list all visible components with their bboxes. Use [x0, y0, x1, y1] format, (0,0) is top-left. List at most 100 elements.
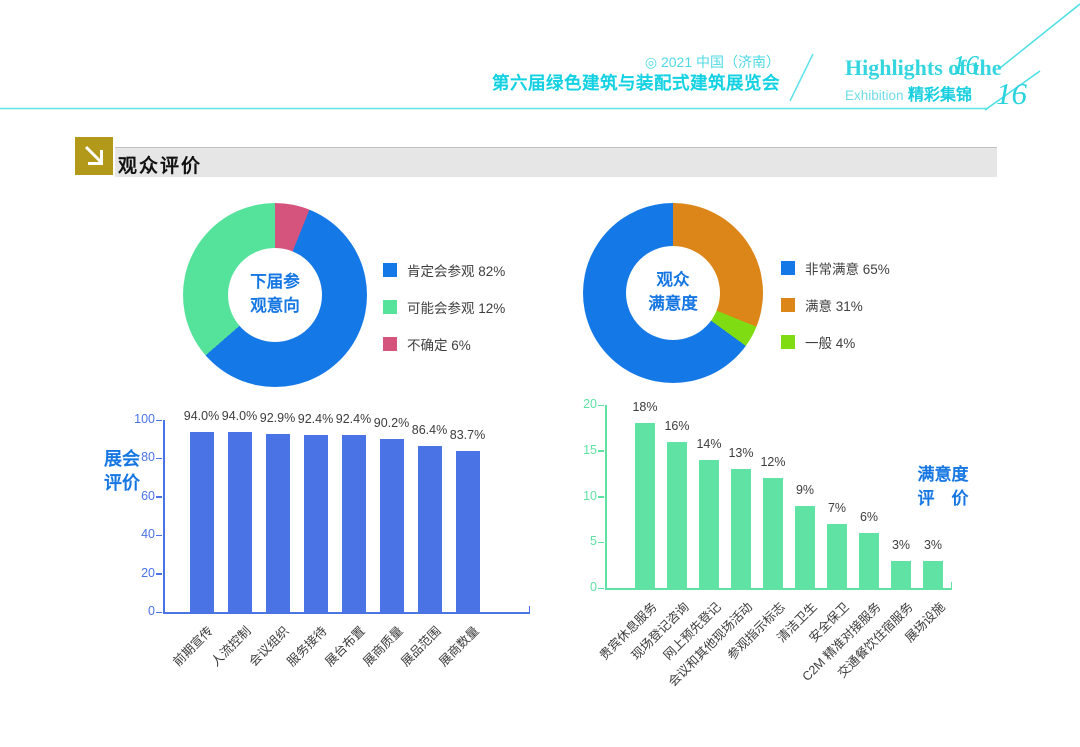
- arrow-down-right-icon: [84, 145, 103, 165]
- y-tick: [156, 611, 162, 613]
- legend-label: 非常满意 65%: [805, 262, 890, 277]
- bar-value-label: 92.4%: [335, 411, 372, 426]
- bar-value-label: 86.4%: [411, 423, 448, 438]
- legend-item: 肯定会参观 82%: [383, 260, 505, 280]
- y-tick-label: 80: [141, 450, 155, 465]
- header-title-en: Highlights of the: [845, 55, 1002, 80]
- x-category-label: 展台布置: [322, 623, 369, 670]
- x-category-label: 服务接待: [284, 623, 331, 670]
- legend-item: 一般 4%: [781, 332, 890, 352]
- x-axis: [605, 588, 952, 590]
- bar-chart-left-label: 展会 评价: [104, 449, 140, 494]
- y-tick-label: 5: [590, 534, 597, 549]
- x-category-label: 展品范围: [398, 623, 445, 670]
- bar-value-label: 16%: [664, 418, 690, 433]
- x-category-label: 前期宣传: [170, 623, 217, 670]
- y-tick: [156, 573, 162, 575]
- y-tick-label: 40: [141, 527, 155, 542]
- donut-chart-satisfaction: 观众 满意度: [583, 203, 763, 383]
- bar: [891, 560, 911, 588]
- header-subtitle: Exhibition 精彩集锦: [845, 81, 972, 105]
- y-tick-label: 20: [141, 565, 155, 580]
- legend-swatch: [781, 261, 795, 275]
- bar: [379, 438, 404, 612]
- bar-value-label: 14%: [696, 436, 722, 451]
- bar-value-label: 3%: [891, 537, 911, 552]
- x-axis-end-tick: [950, 582, 952, 588]
- bar: [189, 431, 214, 612]
- bar-value-label: 92.9%: [259, 410, 296, 425]
- section-title: 观众评价: [118, 156, 203, 177]
- header-subtitle-en: Exhibition: [845, 88, 904, 103]
- bar: [303, 434, 328, 612]
- y-tick: [156, 534, 162, 537]
- donut-center-label: 观众 满意度: [648, 271, 698, 313]
- bar-value-label: 94.0%: [183, 408, 220, 423]
- bar: [667, 441, 687, 588]
- bar: [699, 459, 719, 588]
- bar-chart-exhibition-rating: 0 20 40 60 80 100 94.0% 前期宣传 94.0% 人流控制 92.9% 会议组织 9…: [90, 395, 570, 725]
- bar: [341, 434, 366, 612]
- bar-value-label: 90.2%: [373, 415, 410, 430]
- legend-label: 满意 31%: [805, 299, 863, 314]
- bar-value-label: 3%: [923, 537, 943, 552]
- y-tick: [156, 496, 162, 498]
- y-tick-label: 0: [148, 604, 155, 618]
- donut-hole: 下届参 观意向: [228, 248, 322, 342]
- y-tick: [598, 404, 604, 406]
- y-axis: [605, 405, 607, 588]
- x-category-label: 展商数量: [436, 623, 483, 670]
- y-tick-label: 0: [590, 580, 597, 594]
- bar-chart-satisfaction-items: 0 5 10 15 20 18% 贵宾休息服务 16% 现场登记咨询 14% 网上预先登记 13% 会议…: [560, 395, 1080, 725]
- bar: [265, 433, 290, 612]
- bar-value-label: 94.0%: [221, 408, 258, 423]
- x-axis-end-tick: [528, 606, 530, 612]
- y-tick-label: 20: [583, 397, 597, 411]
- bar-value-label: 12%: [760, 455, 786, 470]
- bar: [227, 431, 252, 612]
- page-total: 16: [996, 76, 1027, 111]
- bar: [635, 423, 655, 588]
- y-tick: [598, 541, 604, 544]
- bar: [923, 560, 943, 588]
- legend-visit-intention: 肯定会参观 82% 可能会参观 12% 不确定 6%: [383, 260, 505, 371]
- legend-label: 一般 4%: [805, 336, 856, 351]
- y-tick: [598, 587, 604, 589]
- bar: [455, 451, 480, 612]
- y-tick: [156, 419, 162, 421]
- legend-swatch: [383, 337, 397, 351]
- y-axis: [163, 420, 165, 612]
- y-tick-label: 10: [583, 488, 597, 503]
- bar: [731, 469, 751, 588]
- y-tick: [598, 496, 604, 498]
- bar-value-label: 7%: [827, 500, 847, 515]
- donut-center-label: 下届参 观意向: [250, 273, 300, 315]
- bar: [795, 505, 815, 588]
- legend-item: 非常满意 65%: [781, 258, 890, 278]
- y-tick-label: 60: [141, 488, 155, 503]
- bar: [859, 533, 879, 588]
- header-subtitle-cn: 精彩集锦: [908, 87, 973, 104]
- header-copyright: ◎ 2021 中国（济南）: [644, 54, 780, 70]
- y-tick: [156, 457, 162, 460]
- x-category-label: 人流控制: [208, 623, 255, 670]
- bar-value-label: 9%: [795, 482, 815, 497]
- legend-swatch: [383, 263, 397, 277]
- legend-item: 可能会参观 12%: [383, 297, 505, 317]
- x-category-label: 会议组织: [246, 623, 293, 670]
- legend-item: 满意 31%: [781, 295, 890, 315]
- bar-value-label: 6%: [859, 510, 879, 525]
- header-decor-lines: [0, 3, 1080, 111]
- section-bar: [95, 147, 997, 177]
- bar-value-label: 83.7%: [449, 428, 486, 443]
- donut-hole: 观众 满意度: [626, 246, 720, 340]
- legend-item: 不确定 6%: [383, 334, 505, 354]
- legend-label: 不确定 6%: [407, 338, 471, 353]
- legend-swatch: [383, 300, 397, 314]
- bar-value-label: 13%: [728, 446, 754, 461]
- donut-chart-visit-intention: 下届参 观意向: [183, 203, 367, 387]
- y-tick-label: 15: [583, 442, 597, 457]
- x-category-label: 展商质量: [360, 623, 407, 670]
- page-number: 16: [952, 50, 979, 80]
